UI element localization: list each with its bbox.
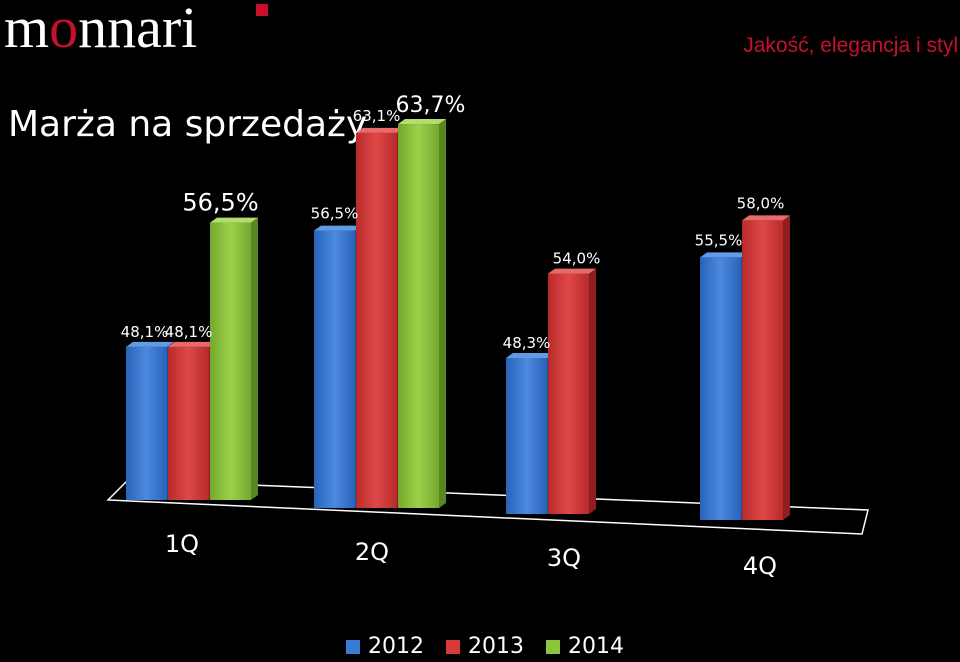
- data-label-4Q-2013: 58,0%: [737, 194, 785, 212]
- data-label-1Q-2012: 48,1%: [121, 323, 169, 341]
- chart-floor-outline: [106, 479, 869, 535]
- data-label-2Q-2012: 56,5%: [311, 205, 359, 223]
- chart-legend: 2012 2013 2014: [346, 634, 624, 659]
- bar-side-1Q-2014: [251, 217, 258, 500]
- data-label-2Q-2013: 63,1%: [353, 107, 401, 125]
- bar-1Q-2012: [126, 346, 167, 500]
- bar-top-4Q-2012: [700, 252, 748, 258]
- category-label-3Q: 3Q: [547, 544, 581, 572]
- legend-label-2013: 2013: [468, 634, 524, 659]
- chart-floor: [106, 479, 869, 535]
- bar-1Q-2014: [210, 222, 251, 500]
- bar-top-1Q-2012: [126, 341, 174, 347]
- legend-item-2012: 2012: [346, 634, 424, 659]
- legend-swatch-2013: [446, 639, 460, 654]
- bar-top-3Q-2013: [548, 268, 596, 274]
- data-label-4Q-2012: 55,5%: [695, 231, 743, 249]
- data-label-1Q-2014: 56,5%: [182, 189, 258, 217]
- bar-top-2Q-2014: [398, 119, 446, 125]
- category-label-1Q: 1Q: [165, 530, 199, 558]
- data-label-1Q-2013: 48,1%: [165, 323, 213, 341]
- category-label-2Q: 2Q: [355, 538, 389, 566]
- bar-top-4Q-2013: [742, 215, 790, 221]
- legend-item-2013: 2013: [446, 634, 524, 659]
- bar-3Q-2013: [548, 273, 589, 514]
- legend-swatch-2012: [346, 639, 360, 654]
- data-label-3Q-2012: 48,3%: [503, 334, 551, 352]
- legend-swatch-2014: [546, 639, 560, 654]
- bar-2Q-2012: [314, 230, 355, 508]
- bar-1Q-2013: [168, 346, 209, 500]
- legend-item-2014: 2014: [546, 634, 624, 659]
- bar-side-2Q-2014: [439, 119, 446, 508]
- bar-top-2Q-2012: [314, 225, 362, 231]
- bar-top-2Q-2013: [356, 127, 404, 133]
- legend-label-2014: 2014: [568, 634, 624, 659]
- bar-top-3Q-2012: [506, 352, 554, 358]
- bar-chart: 48,1%48,1% 56,5% 1Q 56,5% 63,1%63,7% 2Q 48,3% 5…: [106, 93, 869, 580]
- data-label-2Q-2014: 63,7%: [396, 93, 466, 118]
- chart-title: Marża na sprzedaży: [8, 104, 368, 145]
- monnari-logo: monnari: [4, 0, 198, 60]
- bar-3Q-2012: [506, 357, 547, 514]
- legend-label-2012: 2012: [368, 634, 424, 659]
- chart-bars: [126, 119, 790, 520]
- bar-2Q-2013: [356, 132, 397, 509]
- bar-2Q-2014: [398, 124, 439, 508]
- category-label-4Q: 4Q: [743, 552, 777, 580]
- bar-top-1Q-2013: [168, 341, 216, 347]
- data-label-3Q-2013: 54,0%: [553, 250, 601, 268]
- bar-top-1Q-2014: [210, 217, 258, 223]
- bar-side-4Q-2013: [783, 215, 790, 520]
- bar-side-3Q-2013: [589, 268, 596, 514]
- chart-labels: 48,1%48,1% 56,5% 1Q 56,5% 63,1%63,7% 2Q 48,3% 5…: [121, 93, 785, 580]
- bar-4Q-2013: [742, 220, 783, 520]
- logo-dot: [256, 4, 268, 16]
- bar-4Q-2012: [700, 257, 741, 520]
- tagline: Jakość, elegancja i styl: [743, 34, 958, 57]
